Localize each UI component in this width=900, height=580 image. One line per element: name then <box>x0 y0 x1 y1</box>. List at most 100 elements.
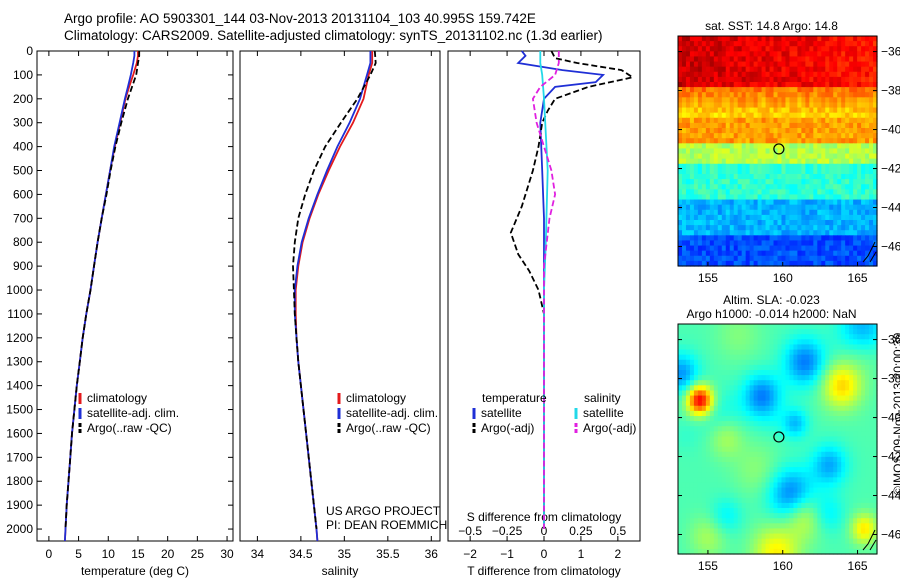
map-cell <box>801 400 806 407</box>
map-cell <box>777 344 783 351</box>
map-cell <box>777 51 783 58</box>
map-cell <box>873 359 878 366</box>
map-cell <box>801 421 806 427</box>
map-cell <box>773 487 779 494</box>
map-cell <box>801 446 806 453</box>
map-cell <box>729 76 735 83</box>
map-cell <box>753 329 759 335</box>
map-cell <box>717 426 723 432</box>
map-cell <box>729 538 735 545</box>
map-cell <box>725 168 731 175</box>
map-cell <box>797 245 802 252</box>
map-cell <box>809 497 814 504</box>
map-cell <box>713 255 719 262</box>
map-cell <box>833 329 838 335</box>
map-cell <box>801 431 806 438</box>
map-cell <box>845 168 850 175</box>
map-cell <box>689 441 695 448</box>
map-cell <box>781 508 787 514</box>
map-cell <box>713 385 719 392</box>
map-cell <box>761 133 767 139</box>
map-cell <box>678 51 683 58</box>
map-cell <box>857 168 862 175</box>
map-cell <box>737 456 743 463</box>
map-cell <box>781 163 787 170</box>
map-cell <box>857 344 862 351</box>
map-cell <box>793 153 798 160</box>
map-cell <box>801 451 806 458</box>
map-cell <box>721 487 727 494</box>
map-cell <box>869 446 874 453</box>
map-cell <box>865 230 870 236</box>
map-cell <box>829 179 834 185</box>
map-cell <box>729 482 735 489</box>
map-cell <box>781 117 787 124</box>
map-cell <box>725 426 731 432</box>
map-cell <box>765 359 771 366</box>
map-cell <box>741 349 747 356</box>
map-cell <box>809 240 814 247</box>
map-cell <box>733 543 739 550</box>
map-cell <box>773 324 779 330</box>
map-cell <box>693 214 699 221</box>
map-cell <box>685 405 691 412</box>
map-cell <box>861 41 866 47</box>
map-cell <box>865 436 870 443</box>
map-cell <box>717 334 723 340</box>
map-cell <box>857 138 862 144</box>
map-cell <box>697 523 703 530</box>
map-cell <box>777 462 783 468</box>
map-cell <box>769 260 775 267</box>
map-cell <box>825 339 830 346</box>
map-cell <box>701 467 707 473</box>
map-cell <box>693 400 699 407</box>
map-cell <box>809 324 814 330</box>
map-cell <box>869 122 874 129</box>
map-cell <box>781 184 787 190</box>
map-cell <box>773 405 779 412</box>
map-cell <box>678 158 683 165</box>
map-cell <box>853 36 858 42</box>
map-cell <box>857 230 862 236</box>
map-cell <box>761 548 767 555</box>
map-cell <box>729 492 735 499</box>
map-cell <box>725 410 731 417</box>
map-cell <box>753 36 759 42</box>
map-cell <box>865 148 870 155</box>
map-cell <box>705 41 711 47</box>
map-cell <box>761 66 767 73</box>
map-cell <box>761 513 767 519</box>
map-cell <box>797 199 802 206</box>
map-cell <box>865 441 870 448</box>
map-cell <box>781 41 787 47</box>
map-cell <box>841 334 846 340</box>
map-cell <box>821 51 826 58</box>
map-cell <box>845 426 850 432</box>
map-cell <box>821 410 826 417</box>
map-cell <box>865 324 870 330</box>
map-cell <box>845 56 850 63</box>
map-cell <box>737 97 743 104</box>
map-cell <box>785 56 791 63</box>
map-cell <box>717 446 723 453</box>
map-cell <box>721 56 727 63</box>
map-cell <box>689 477 695 484</box>
map-cell <box>729 36 735 42</box>
sla_map-title: Argo h1000: -0.014 h2000: NaN <box>686 307 856 321</box>
map-cell <box>681 225 687 231</box>
map-cell <box>809 260 814 267</box>
map-cell <box>681 528 687 535</box>
map-cell <box>821 405 826 412</box>
map-cell <box>813 395 818 402</box>
map-cell <box>678 538 683 545</box>
map-cell <box>785 467 791 473</box>
map-cell <box>765 240 771 247</box>
map-cell <box>793 487 798 494</box>
map-cell <box>777 102 783 109</box>
map-cell <box>837 370 842 376</box>
map-cell <box>857 482 862 489</box>
map-cell <box>729 56 735 63</box>
map-cell <box>721 513 727 519</box>
map-cell <box>753 456 759 463</box>
map-cell <box>833 209 838 216</box>
